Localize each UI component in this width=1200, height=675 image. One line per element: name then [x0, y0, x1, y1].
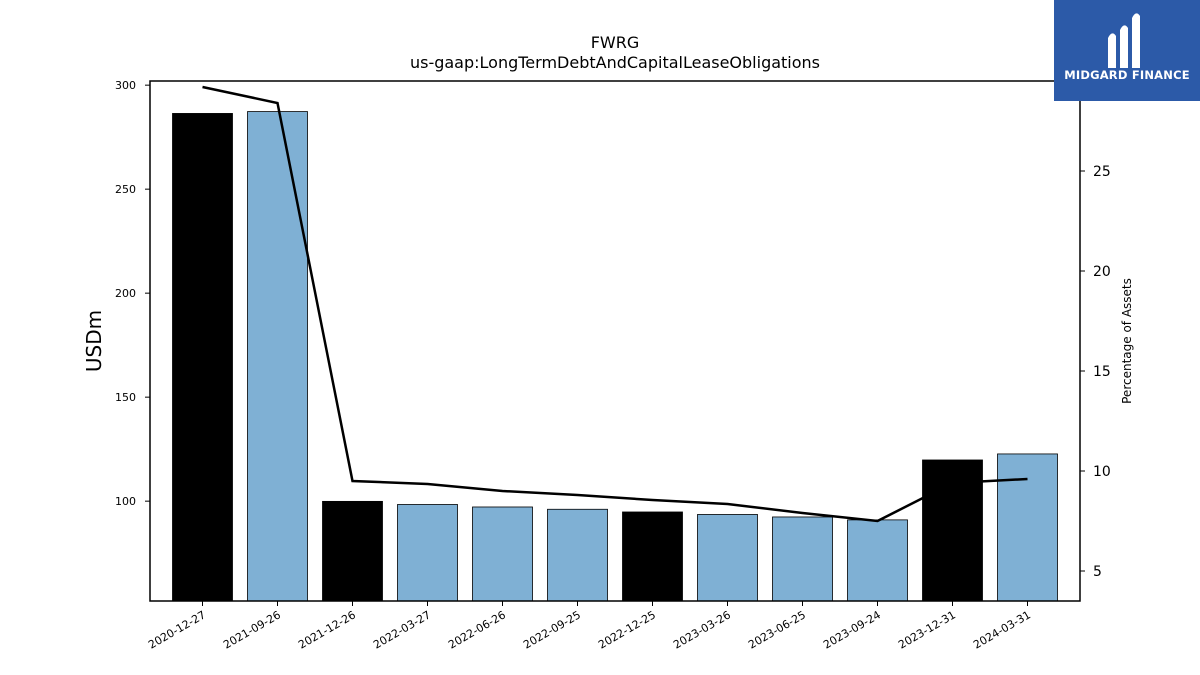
x-tick-label: 2022-09-25: [521, 608, 583, 651]
y-tick-label: 250: [115, 183, 136, 196]
x-tick-label: 2022-06-26: [446, 608, 508, 651]
bar-2022-03-27: [397, 504, 458, 602]
bar-2024-03-31: [997, 453, 1058, 602]
y2-tick-label: 5: [1093, 564, 1102, 580]
y2-tick-label: 10: [1093, 464, 1111, 480]
plot-frame: [149, 80, 1081, 602]
x-tick-label: 2022-03-27: [371, 608, 433, 651]
bar-2021-12-26: [322, 500, 383, 602]
y-tick-label: 300: [115, 79, 136, 92]
bar-2022-06-26: [472, 506, 533, 602]
x-tick-label: 2023-03-26: [671, 608, 733, 651]
y-tick-label: 200: [115, 287, 136, 300]
x-tick-label: 2021-09-26: [221, 608, 283, 651]
x-tick-label: 2023-06-25: [746, 608, 808, 651]
bar-2022-09-25: [547, 508, 608, 602]
midgard-logo-icon: [1108, 13, 1140, 68]
y2-axis-label: Percentage of Assets: [1120, 278, 1134, 404]
bar-2023-09-24: [847, 519, 908, 602]
x-tick-label: 2023-12-31: [896, 608, 958, 651]
x-tick-label: 2021-12-26: [296, 608, 358, 651]
line-group: [202, 85, 1028, 523]
y2-tick-label: 25: [1093, 164, 1111, 180]
logo-text: MIDGARD FINANCE: [1064, 68, 1190, 82]
bar-2021-09-26: [247, 111, 308, 602]
bar-2023-03-26: [697, 514, 758, 602]
y-tick-label: 150: [115, 391, 136, 404]
bar-2022-12-25: [622, 511, 683, 602]
x-tick-label: 2024-03-31: [971, 608, 1033, 651]
y-axis-label: USDm: [82, 310, 106, 372]
x-tick-label: 2020-12-27: [146, 608, 208, 651]
chart-title: FWRG: [591, 33, 640, 52]
y2-tick-label: 15: [1093, 364, 1111, 380]
chart-subtitle: us-gaap:LongTermDebtAndCapitalLeaseOblig…: [410, 53, 820, 72]
x-tick-label: 2023-09-24: [821, 608, 883, 651]
bar-2023-06-25: [772, 516, 833, 602]
midgard-finance-logo: MIDGARD FINANCE: [1054, 0, 1200, 101]
y2-tick-label: 20: [1093, 264, 1111, 280]
bar-2020-12-27: [172, 113, 233, 602]
percentage-line: [202, 85, 1028, 523]
x-tick-label: 2022-12-25: [596, 608, 658, 651]
bars-group: [172, 111, 1058, 602]
y-tick-label: 100: [115, 495, 136, 508]
